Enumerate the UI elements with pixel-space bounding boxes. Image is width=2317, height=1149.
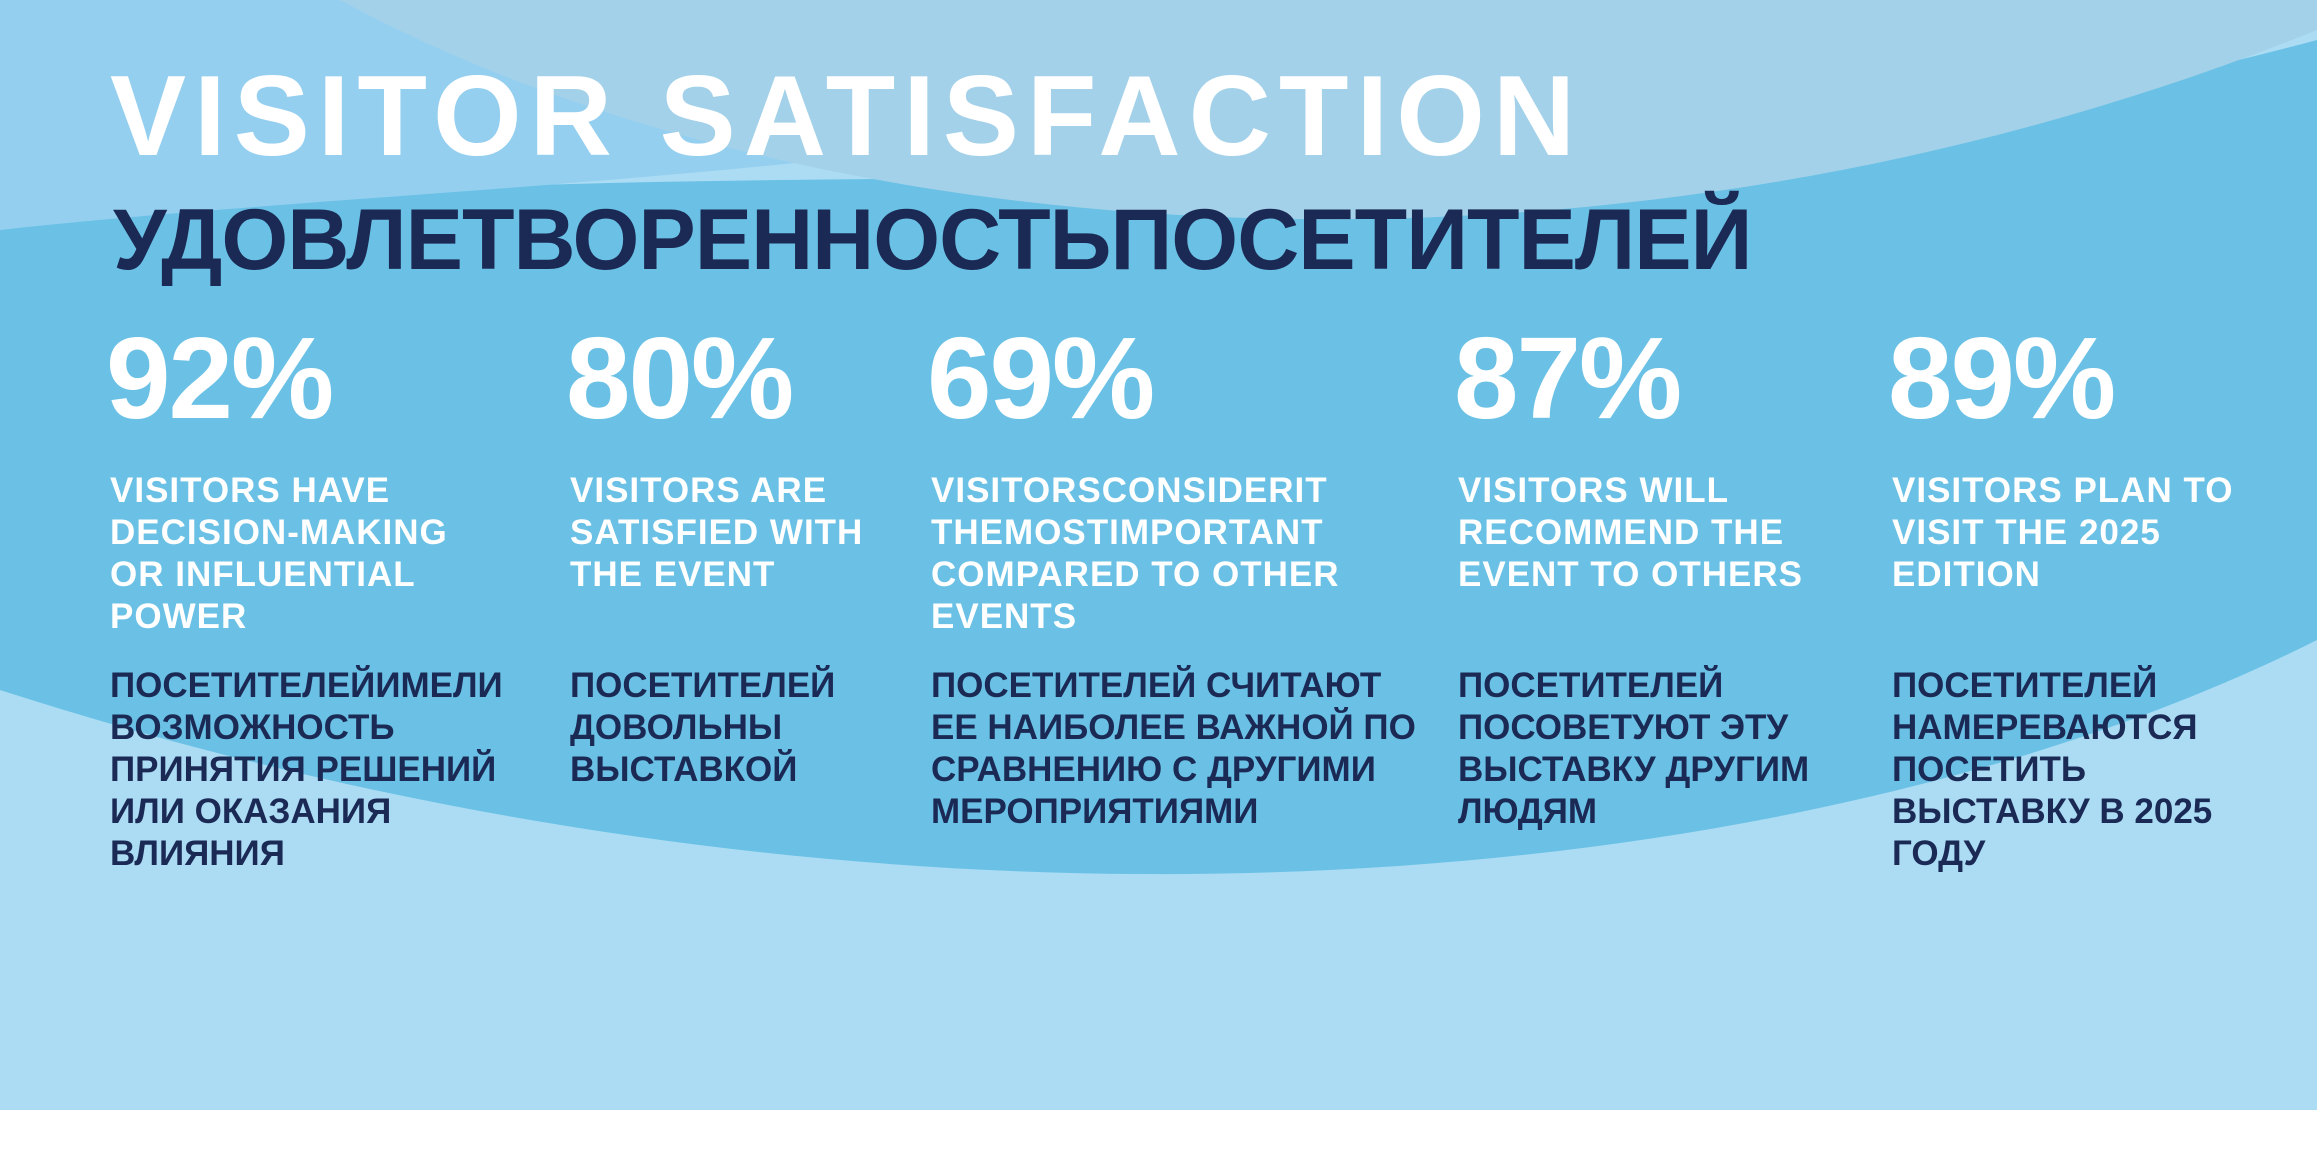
stat-percentage: 69% [927, 313, 1155, 443]
stat-description-russian: ПОСЕТИТЕЛЕЙ НАМЕРЕВАЮТСЯ ПОСЕТИТЬ ВЫСТАВ… [1892, 666, 2213, 873]
stat-description-english: VISITORS PLAN TO VISIT THE 2025 EDITION [1892, 471, 2234, 594]
stat-description-russian: ПОСЕТИТЕЛЕЙ СЧИТАЮТ ЕЕ НАИБОЛЕЕ ВАЖНОЙ П… [931, 666, 1416, 831]
stat-description-russian: ПОСЕТИТЕЛЕЙ ДОВОЛЬНЫ ВЫСТАВКОЙ [570, 666, 836, 789]
wave-top-right [340, 0, 2317, 220]
stat-description-english: VISITORSCONSIDERIT THEMOSTIMPORTANT COMP… [931, 471, 1340, 636]
stat-block-recommend: 87% VISITORS WILL RECOMMEND THE EVENT TO… [1454, 313, 1809, 831]
stat-percentage: 87% [1454, 313, 1682, 443]
satisfaction-banner: VISITOR SATISFACTION УДОВЛЕТВОРЕННОСТЬПО… [0, 0, 2317, 1110]
stat-description-english: VISITORS WILL RECOMMEND THE EVENT TO OTH… [1458, 471, 1803, 594]
stat-description-russian: ПОСЕТИТЕЛЕЙИМЕЛИ ВОЗМОЖНОСТЬ ПРИНЯТИЯ РЕ… [110, 666, 503, 873]
page-title: VISITOR SATISFACTION [110, 53, 1584, 180]
stat-block-satisfied: 80% VISITORS ARE SATISFIED WITH THE EVEN… [566, 313, 862, 789]
stat-block-decision-power: 92% VISITORS HAVE DECISION-MAKING OR INF… [106, 313, 503, 873]
stat-description-english: VISITORS ARE SATISFIED WITH THE EVENT [570, 471, 864, 594]
stat-block-visit-2025: 89% VISITORS PLAN TO VISIT THE 2025 EDIT… [1888, 313, 2232, 873]
stat-description-english: VISITORS HAVE DECISION-MAKING OR INFLUEN… [110, 471, 448, 636]
stat-percentage: 80% [566, 313, 794, 443]
stat-percentage: 92% [106, 313, 334, 443]
page-subtitle-russian: УДОВЛЕТВОРЕННОСТЬПОСЕТИТЕЛЕЙ [113, 192, 1752, 288]
stat-block-most-important: 69% VISITORSCONSIDERIT THEMOSTIMPORTANT … [927, 313, 1416, 831]
wave-background [0, 0, 2317, 1110]
stat-description-russian: ПОСЕТИТЕЛЕЙ ПОСОВЕТУЮТ ЭТУ ВЫСТАВКУ ДРУГ… [1458, 666, 1810, 831]
stat-percentage: 89% [1888, 313, 2116, 443]
wave-middle-band [0, 40, 2317, 875]
